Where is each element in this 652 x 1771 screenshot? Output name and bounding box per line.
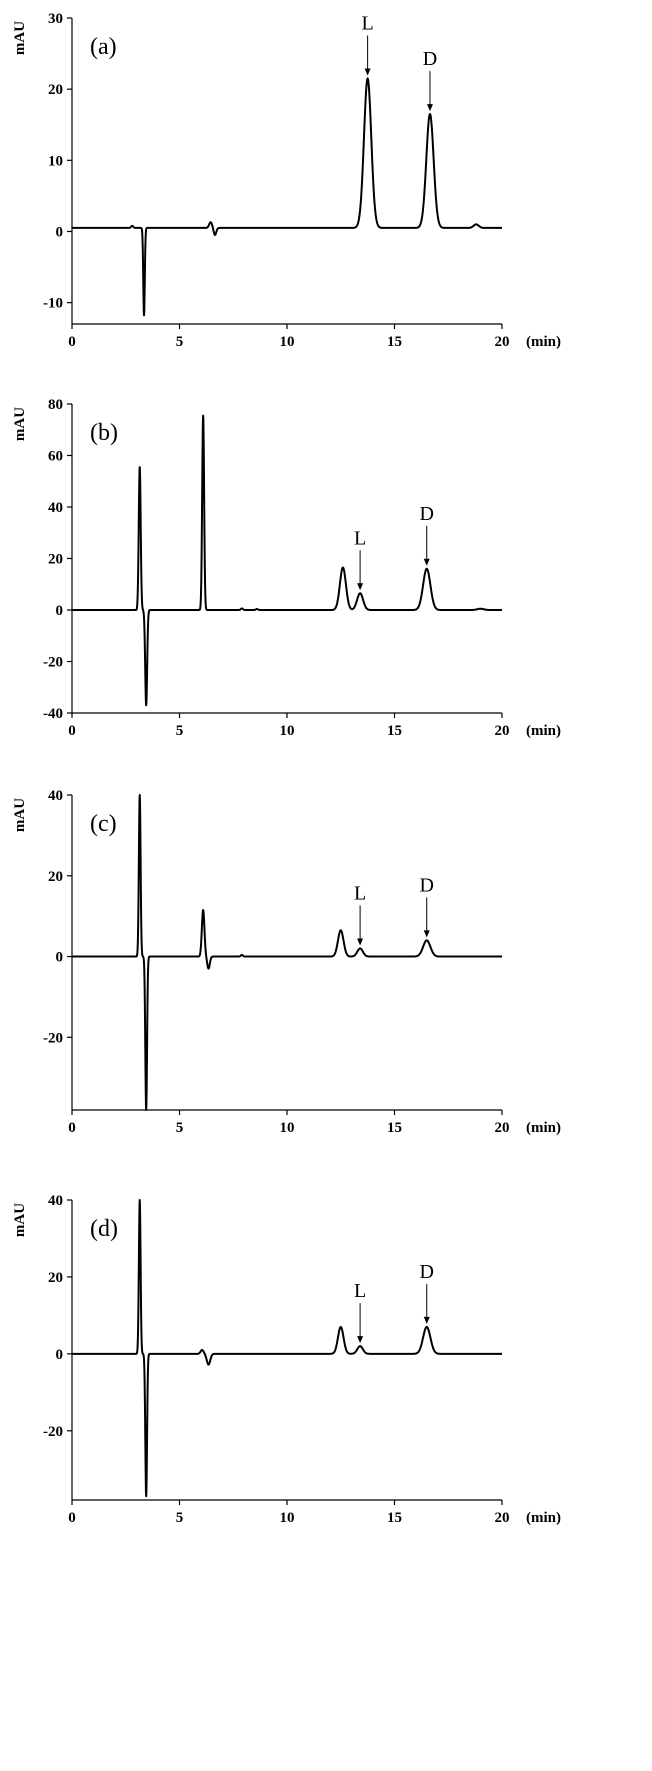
y-tick-label: 0 bbox=[56, 950, 64, 966]
y-axis-label: mAU bbox=[12, 21, 28, 55]
x-tick-label: 0 bbox=[68, 1510, 76, 1526]
panel-label: (a) bbox=[90, 34, 117, 60]
x-axis-label: (min) bbox=[526, 1510, 561, 1526]
panel-label: (b) bbox=[90, 420, 118, 446]
peak-annotation-arrowhead bbox=[423, 558, 430, 566]
x-tick-label: 15 bbox=[387, 334, 402, 350]
chromatogram-trace bbox=[71, 1199, 503, 1498]
peak-annotation-label: D bbox=[420, 1261, 434, 1283]
y-tick-label: 60 bbox=[48, 449, 63, 465]
y-tick-label: 20 bbox=[48, 82, 63, 98]
x-tick-label: 10 bbox=[280, 334, 295, 350]
y-tick-label: 40 bbox=[48, 788, 63, 804]
x-tick-label: 5 bbox=[176, 334, 184, 350]
y-tick-label: 0 bbox=[56, 1347, 64, 1363]
x-tick-label: 15 bbox=[387, 1510, 402, 1526]
chromatogram-panel-2: 0 5 10 15 20 -40 -20 0 20 40 60 80 mAU (min) (b) L D bbox=[12, 397, 561, 739]
y-tick-label: 30 bbox=[48, 11, 63, 27]
y-tick-label: 40 bbox=[48, 1193, 63, 1209]
chromatogram-trace bbox=[71, 77, 503, 317]
peak-annotation-label: L bbox=[354, 882, 366, 904]
y-tick-label: -40 bbox=[43, 706, 63, 722]
x-tick-label: 0 bbox=[68, 1120, 76, 1136]
y-tick-label: -20 bbox=[43, 1424, 63, 1440]
y-tick-label: 40 bbox=[48, 500, 63, 516]
x-axis-label: (min) bbox=[526, 723, 561, 739]
y-tick-label: -20 bbox=[43, 655, 63, 671]
panel-label: (c) bbox=[90, 811, 117, 837]
x-axis-label: (min) bbox=[526, 334, 561, 350]
peak-annotation-arrowhead bbox=[357, 1336, 364, 1344]
y-tick-label: 0 bbox=[56, 224, 64, 240]
x-tick-label: 15 bbox=[387, 723, 402, 739]
y-tick-label: -10 bbox=[43, 296, 63, 312]
peak-annotation-label: D bbox=[420, 503, 434, 525]
x-tick-label: 5 bbox=[176, 1120, 184, 1136]
peak-annotation-label: L bbox=[362, 12, 374, 34]
x-tick-label: 5 bbox=[176, 723, 184, 739]
y-tick-label: 20 bbox=[48, 869, 63, 885]
x-tick-label: 5 bbox=[176, 1510, 184, 1526]
chromatogram-trace bbox=[71, 414, 503, 707]
x-tick-label: 10 bbox=[280, 1510, 295, 1526]
y-axis-label: mAU bbox=[12, 1203, 28, 1237]
x-tick-label: 0 bbox=[68, 334, 76, 350]
chromatogram-panel-1: 0 5 10 15 20 -10 0 10 20 30 mAU (min) (a) L D bbox=[12, 11, 561, 350]
peak-annotation-arrowhead bbox=[357, 938, 364, 946]
chromatogram-panel-3: 0 5 10 15 20 -20 0 20 40 mAU (min) (c) L D bbox=[12, 788, 561, 1136]
x-tick-label: 0 bbox=[68, 723, 76, 739]
peak-annotation-arrowhead bbox=[426, 104, 433, 112]
x-tick-label: 10 bbox=[280, 723, 295, 739]
y-tick-label: 20 bbox=[48, 1270, 63, 1286]
peak-annotation-arrowhead bbox=[357, 583, 364, 591]
x-tick-label: 20 bbox=[495, 334, 510, 350]
peak-annotation-label: L bbox=[354, 527, 366, 549]
peak-annotation-label: D bbox=[420, 874, 434, 896]
y-axis-label: mAU bbox=[12, 798, 28, 832]
panel-label: (d) bbox=[90, 1216, 118, 1242]
x-tick-label: 20 bbox=[495, 1120, 510, 1136]
x-tick-label: 10 bbox=[280, 1120, 295, 1136]
y-tick-label: 20 bbox=[48, 552, 63, 568]
x-tick-label: 15 bbox=[387, 1120, 402, 1136]
x-axis-label: (min) bbox=[526, 1120, 561, 1136]
x-tick-label: 20 bbox=[495, 1510, 510, 1526]
y-tick-label: 80 bbox=[48, 397, 63, 413]
peak-annotation-arrowhead bbox=[364, 68, 371, 76]
y-axis-label: mAU bbox=[12, 407, 28, 441]
chromatogram-panel-4: 0 5 10 15 20 -20 0 20 40 mAU (min) (d) L D bbox=[12, 1193, 561, 1526]
peak-annotation-arrowhead bbox=[423, 930, 430, 938]
y-tick-label: 10 bbox=[48, 153, 63, 169]
chromatogram-trace bbox=[71, 794, 503, 1111]
y-tick-label: -20 bbox=[43, 1030, 63, 1046]
y-tick-label: 0 bbox=[56, 603, 64, 619]
peak-annotation-arrowhead bbox=[423, 1316, 430, 1324]
peak-annotation-label: D bbox=[423, 48, 437, 70]
x-tick-label: 20 bbox=[495, 723, 510, 739]
peak-annotation-label: L bbox=[354, 1280, 366, 1302]
